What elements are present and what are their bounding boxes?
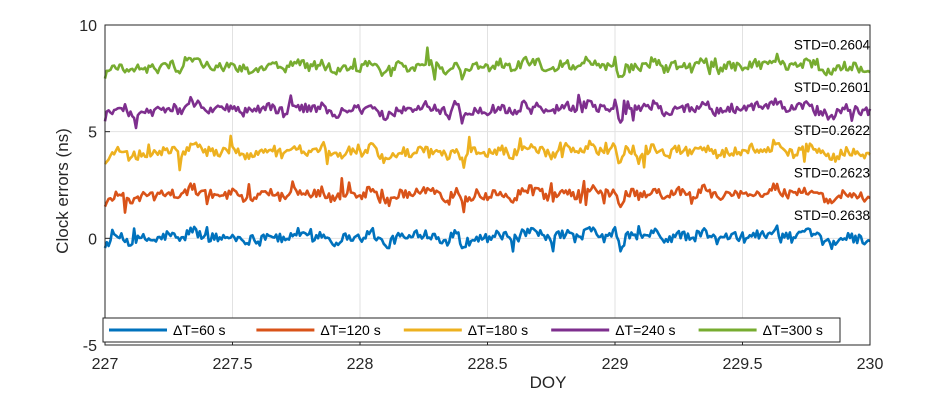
x-tick-label: 228.5 (467, 356, 507, 373)
y-tick-label: 10 (79, 18, 97, 35)
std-label: STD=0.2623 (794, 166, 870, 181)
series-lines (103, 46, 872, 253)
legend-label: ΔT=120 s (320, 322, 380, 338)
std-labels: STD=0.2638 STD=0.2623 STD=0.2622 STD=0.2601… (794, 38, 871, 224)
y-tick-label: -5 (83, 338, 97, 355)
tick-labels: 227 227.5 228 228.5 229 229.5 230 -5 0 5 10 (79, 18, 883, 373)
legend-label: ΔT=300 s (763, 322, 823, 338)
series-line (103, 93, 872, 130)
legend-label: ΔT=60 s (173, 322, 226, 338)
series-line (103, 224, 871, 253)
x-axis-label: DOY (530, 373, 567, 392)
series-line (103, 134, 871, 172)
x-tick-label: 228 (347, 356, 374, 373)
legend: ΔT=60 s ΔT=120 s ΔT=180 s ΔT=240 s ΔT=300 s (102, 317, 841, 343)
x-tick-label: 227.5 (212, 356, 252, 373)
std-label: STD=0.2638 (794, 208, 870, 223)
std-label: STD=0.2622 (794, 123, 870, 138)
series-line (103, 46, 871, 81)
legend-label: ΔT=240 s (615, 322, 675, 338)
x-tick-label: 227 (92, 356, 119, 373)
x-tick-label: 230 (857, 356, 884, 373)
legend-label: ΔT=180 s (468, 322, 528, 338)
y-tick-label: 0 (88, 231, 97, 248)
x-tick-label: 229.5 (722, 356, 762, 373)
grid-lines (104, 24, 871, 346)
std-label: STD=0.2604 (794, 38, 871, 53)
y-tick-label: 5 (88, 125, 97, 142)
y-axis-label: Clock errors (ns) (53, 128, 72, 254)
std-label: STD=0.2601 (794, 80, 870, 95)
series-line (103, 177, 871, 214)
x-tick-label: 229 (602, 356, 629, 373)
